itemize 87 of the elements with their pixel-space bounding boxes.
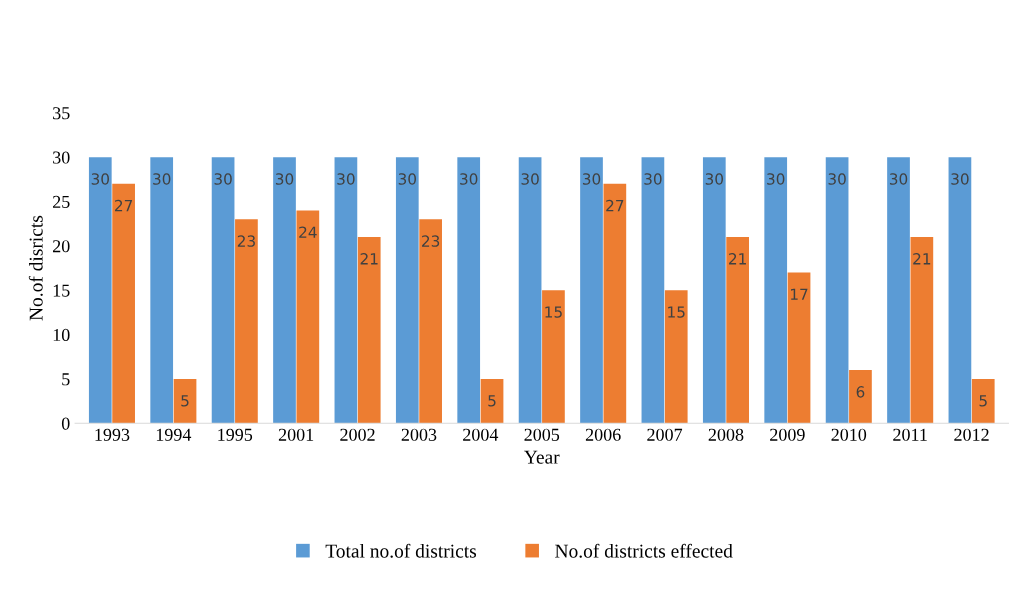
x-tick-label: 1993: [95, 428, 130, 441]
x-tick-label: 2004: [463, 428, 499, 441]
data-label: 30: [705, 173, 724, 185]
data-label: 23: [422, 235, 440, 247]
data-label: 30: [275, 173, 294, 185]
x-tick-label: 2012: [954, 428, 989, 441]
x-tick-label: 1995: [218, 428, 253, 441]
data-label: 30: [337, 173, 355, 185]
bar: [150, 157, 174, 424]
data-label: 21: [729, 253, 746, 265]
bar: [235, 219, 258, 424]
bar: [296, 210, 320, 424]
bar: [542, 290, 565, 424]
x-tick-label: 2011: [893, 428, 927, 441]
x-tick-label: 2001: [278, 428, 314, 441]
bar: [273, 157, 296, 424]
data-label: 30: [521, 173, 539, 185]
data-label: 5: [979, 395, 987, 407]
bar: [518, 157, 542, 424]
bar: [910, 237, 934, 424]
data-label: 30: [153, 173, 171, 185]
data-label: 30: [828, 173, 846, 185]
data-label: 30: [398, 173, 416, 185]
bar: [580, 157, 603, 424]
bar: [480, 378, 504, 424]
data-label: 30: [951, 173, 969, 185]
bar: [948, 157, 972, 424]
data-label: 17: [791, 288, 808, 300]
legend-label: No.of districts effected: [555, 543, 733, 558]
bar: [457, 157, 481, 424]
y-tick-label: 30: [53, 151, 70, 164]
data-label: 23: [237, 235, 255, 247]
data-label: 21: [913, 253, 931, 265]
data-label: 30: [214, 173, 232, 185]
data-label: 30: [460, 173, 478, 185]
y-axis-title: No.of disricts: [28, 215, 43, 321]
bar: [849, 370, 872, 424]
bar: [88, 157, 112, 424]
x-tick-label: 2008: [708, 428, 744, 441]
bar: [419, 219, 442, 424]
x-axis-title: Year: [524, 450, 560, 464]
y-tick-label: 15: [53, 284, 70, 297]
x-tick-label: 2010: [831, 428, 867, 441]
bar: [641, 157, 665, 424]
data-label: 30: [582, 173, 601, 185]
data-label: 5: [488, 395, 496, 407]
data-label: 27: [115, 199, 133, 212]
y-tick-label: 5: [62, 373, 70, 386]
x-tick-label: 2002: [340, 428, 375, 441]
x-tick-label: 2005: [524, 428, 560, 441]
x-tick-label: 1994: [156, 428, 192, 441]
x-tick-label: 2003: [401, 428, 437, 441]
data-label: 21: [360, 253, 378, 265]
data-label: 30: [644, 173, 662, 185]
legend-label: Total no.of districts: [325, 543, 477, 558]
bar: [825, 157, 849, 424]
y-tick-label: 20: [52, 240, 70, 253]
y-tick-label: 10: [53, 328, 70, 342]
bar: [603, 183, 627, 424]
bar: [971, 378, 995, 424]
bar: [112, 183, 135, 424]
bar: [334, 157, 358, 424]
x-tick-label: 2007: [647, 428, 683, 441]
data-label: 30: [767, 173, 785, 185]
data-label: 5: [181, 395, 189, 407]
bar: [395, 157, 419, 424]
data-label: 30: [91, 173, 109, 185]
bar: [764, 157, 788, 424]
bar: [357, 237, 381, 424]
bar: [726, 237, 749, 424]
bar: [787, 272, 811, 424]
data-label: 15: [545, 306, 562, 318]
x-tick-label: 2009: [770, 428, 805, 441]
data-label: 27: [606, 199, 624, 212]
data-label: 6: [856, 386, 865, 398]
bar: [887, 157, 910, 424]
x-tick-label: 2006: [585, 428, 621, 441]
bar: [664, 290, 688, 424]
y-tick-label: 25: [52, 195, 70, 208]
data-label: 30: [889, 173, 908, 185]
bar: [173, 378, 197, 424]
data-label: 15: [668, 306, 685, 318]
bar: [211, 157, 235, 424]
data-label: 24: [299, 226, 317, 238]
bar: [702, 157, 726, 424]
y-tick-label: 35: [53, 107, 70, 120]
y-tick-label: 0: [61, 417, 70, 430]
